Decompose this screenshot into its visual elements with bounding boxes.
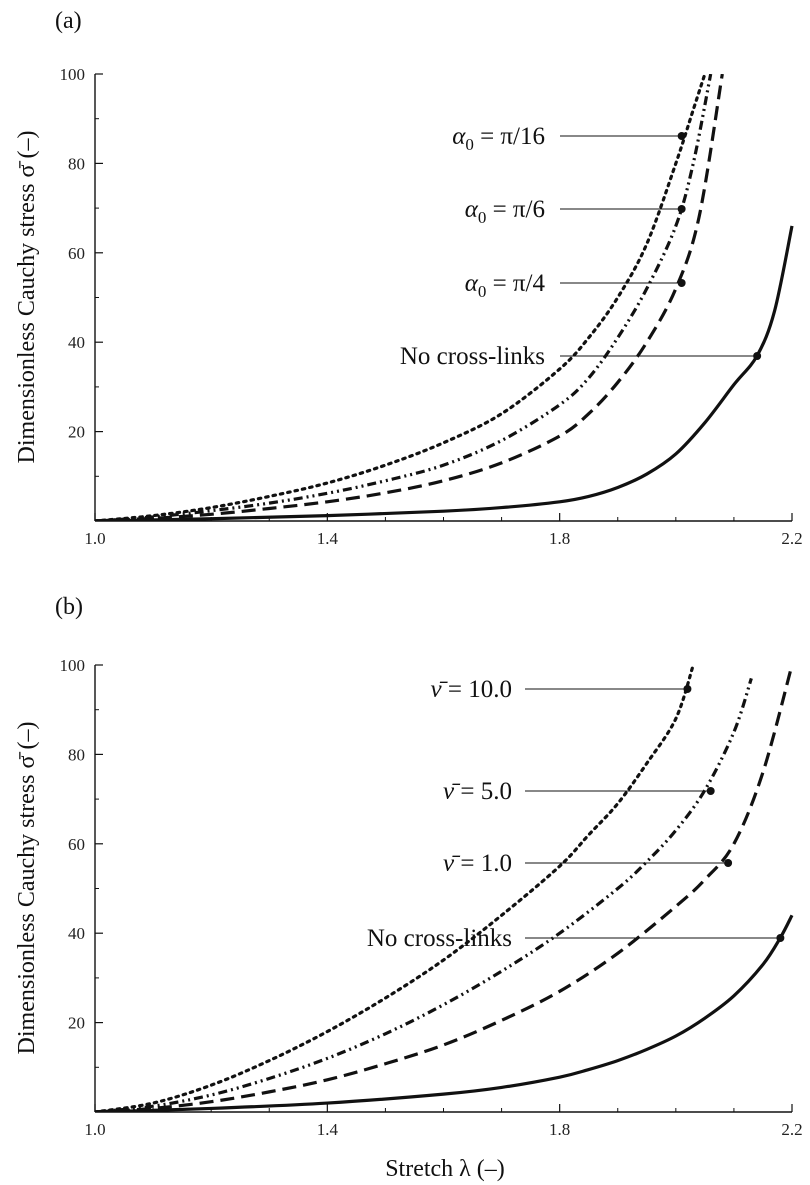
- y-tick-label: 60: [68, 835, 85, 854]
- annotation-marker: [753, 352, 762, 360]
- chart-panel-b: (b) 20 40 60 80 100 1.0 1.4 1.8 2.2 Dimensionless …: [14, 594, 803, 1182]
- x-tick-label: 1.0: [84, 529, 105, 548]
- annotation-label: No cross-links: [400, 343, 545, 370]
- panel-label: (a): [55, 8, 82, 34]
- x-tick-label: 1.4: [317, 1120, 339, 1139]
- series-line-dashed: [95, 74, 724, 521]
- x-tick-label: 2.2: [781, 1120, 802, 1139]
- chart-panel-a: (a) 20 40 60 80 100 1.0 1.4 1.8 2.2 Dimensionless …: [14, 8, 803, 548]
- y-tick-label: 80: [68, 154, 85, 173]
- annotation-label: α0 = π/6: [465, 196, 545, 227]
- annotation-marker: [677, 132, 686, 140]
- annotation-label: α0 = π/16: [452, 123, 545, 154]
- annotation-label: No cross-links: [367, 925, 512, 952]
- y-tick-label: 40: [68, 333, 85, 352]
- annotation-marker: [683, 685, 692, 693]
- x-tick-label: 1.8: [549, 1120, 570, 1139]
- series-line-dotted: [95, 665, 695, 1112]
- y-tick-label: 60: [68, 244, 85, 263]
- annotation-label: ν̄ = 1.0: [443, 850, 512, 877]
- x-tick-label: 2.2: [781, 529, 802, 548]
- annotation-label: ν̄ = 10.0: [431, 676, 512, 703]
- panel-label: (b): [55, 594, 83, 620]
- annotation-marker: [677, 279, 686, 287]
- y-tick-label: 100: [60, 65, 86, 84]
- annotation-marker: [724, 859, 733, 867]
- y-tick-label: 80: [68, 745, 85, 764]
- y-axis-title: Dimensionless Cauchy stress σ̄ (–): [14, 131, 40, 464]
- y-tick-label: 20: [68, 1014, 85, 1033]
- y-axis-title: Dimensionless Cauchy stress σ̄ (–): [14, 722, 40, 1055]
- series-line-dashed: [95, 665, 794, 1112]
- x-tick-label: 1.4: [317, 529, 339, 548]
- series-line-dash-dot-dot: [95, 74, 713, 521]
- annotation-marker: [706, 787, 715, 795]
- y-tick-label: 40: [68, 924, 85, 943]
- x-tick-label: 1.8: [549, 529, 570, 548]
- x-axis-title: Stretch λ (–): [385, 1156, 505, 1182]
- series-line-solid: [95, 225, 794, 521]
- annotation-label: α0 = π/4: [465, 270, 546, 301]
- series-line-dash-dot-dot: [95, 677, 753, 1112]
- annotation-label: ν̄ = 5.0: [443, 778, 512, 805]
- x-tick-label: 1.0: [84, 1120, 105, 1139]
- y-tick-label: 20: [68, 423, 85, 442]
- annotation-marker: [677, 205, 686, 213]
- annotation-marker: [776, 934, 785, 942]
- series-line-dotted: [95, 74, 707, 521]
- y-tick-label: 100: [60, 656, 86, 675]
- series-line-solid: [95, 914, 794, 1112]
